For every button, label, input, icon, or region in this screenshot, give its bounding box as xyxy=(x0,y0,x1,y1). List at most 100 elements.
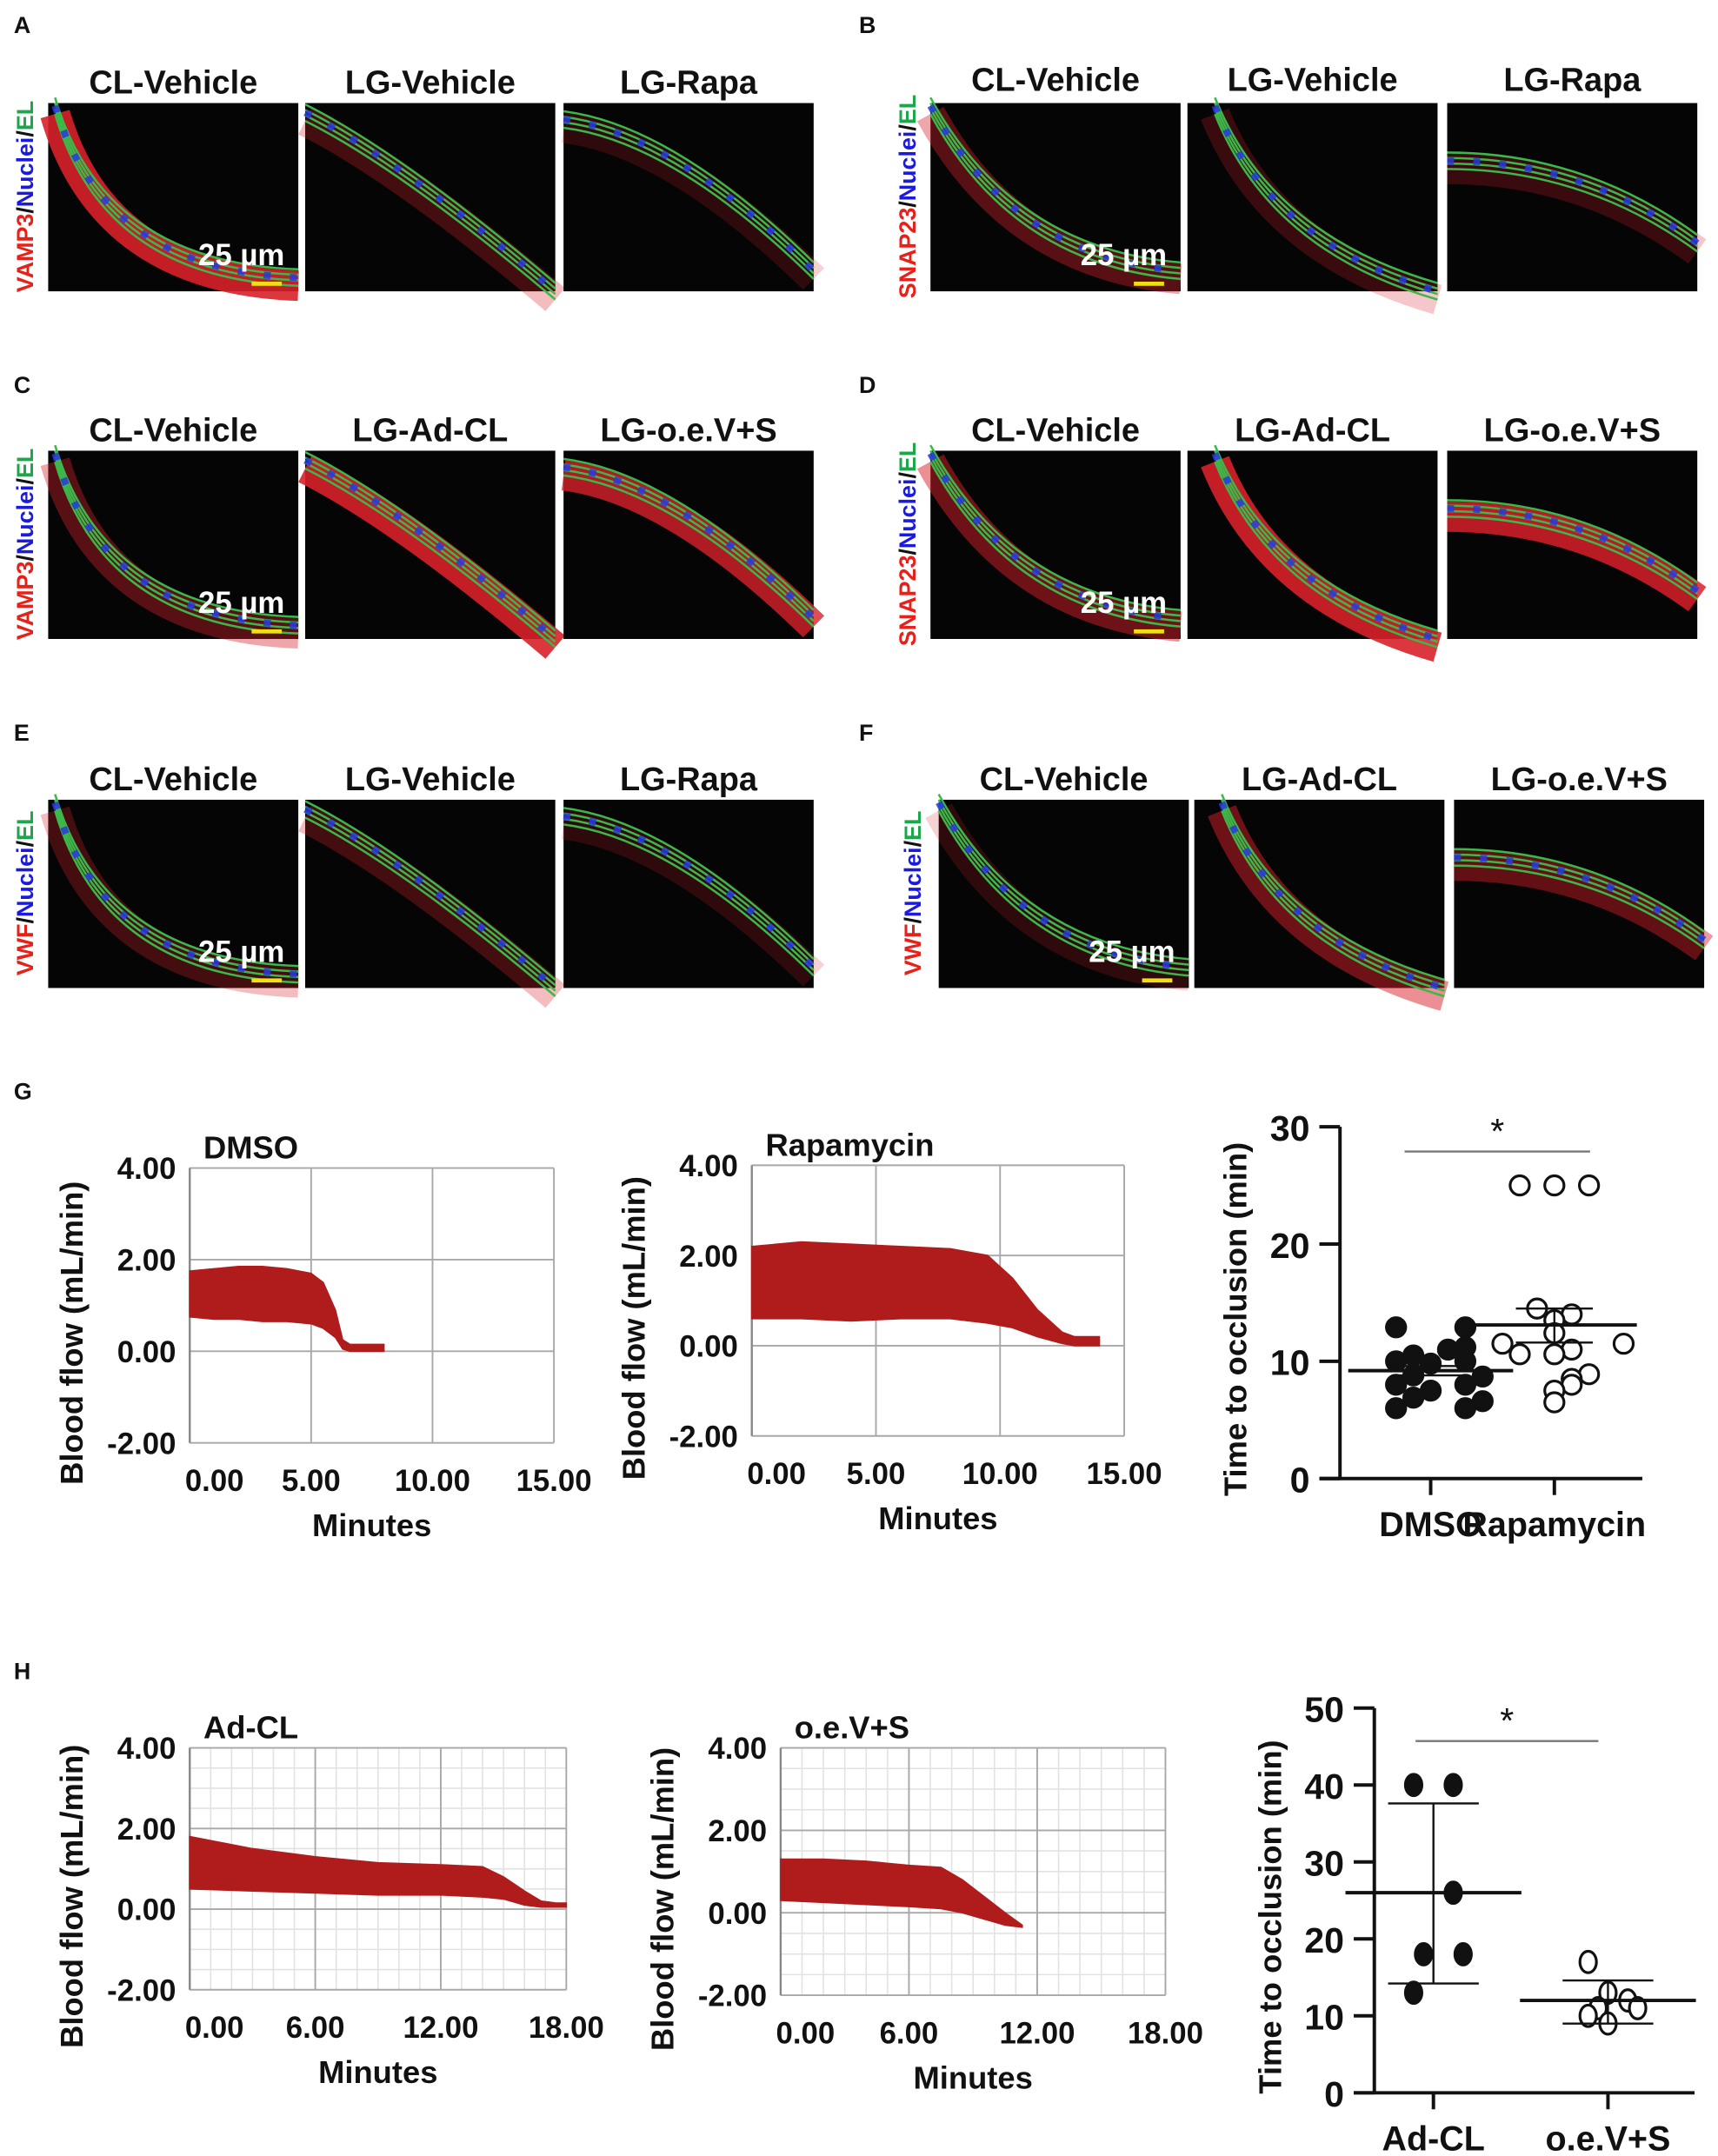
stain-label: VWF/Nuclei/EL xyxy=(12,811,38,976)
elastic-lamina xyxy=(1447,151,1698,236)
y-tick-label: 4.00 xyxy=(117,1153,176,1186)
data-point xyxy=(1443,1773,1463,1798)
y-axis-label: Blood flow (mL/min) xyxy=(616,1176,651,1480)
data-point xyxy=(1403,1773,1424,1798)
micrograph-image xyxy=(1454,799,1714,988)
x-tick-label: 5.00 xyxy=(282,1465,341,1498)
scale-bar-label: 25 µm xyxy=(1081,587,1167,620)
x-axis-label: Minutes xyxy=(878,1501,997,1536)
stain-vamp3: VAMP3 xyxy=(12,214,38,293)
chart-title: Rapamycin xyxy=(766,1127,935,1162)
stain-label: SNAP23/Nuclei/EL xyxy=(895,443,921,646)
y-tick-label: 0.00 xyxy=(679,1331,738,1364)
y-tick-label: -2.00 xyxy=(698,1980,767,2013)
elastic-lamina xyxy=(54,450,299,624)
nuclei xyxy=(936,801,1189,971)
data-point xyxy=(1543,1174,1566,1197)
stain-separator: / xyxy=(12,207,38,214)
stain-separator: / xyxy=(895,201,921,208)
elastic-lamina xyxy=(304,816,556,997)
elastic-lamina xyxy=(929,461,1181,629)
stain-nuclei: Nuclei xyxy=(12,847,38,917)
y-tick-label: 20 xyxy=(1304,1920,1344,1960)
micrograph-image xyxy=(1447,450,1707,639)
panel-label: A xyxy=(14,12,30,38)
y-axis-label: Blood flow (mL/min) xyxy=(54,1745,90,2048)
stain-label: SNAP23/Nuclei/EL xyxy=(895,95,921,298)
elastic-lamina xyxy=(937,793,1189,961)
stain-nuclei: Nuclei xyxy=(900,847,926,917)
micrograph-image: 25 µm xyxy=(916,444,1182,642)
elastic-lamina xyxy=(54,103,299,276)
chart-area-1: 4.00 2.00 0.00 -2.00 0.00 5.00 10.00 15.00 Rapam… xyxy=(616,1127,1162,1536)
elastic-lamina xyxy=(54,799,299,973)
chart-title: Ad-CL xyxy=(203,1709,298,1745)
column-header: LG-Rapa xyxy=(620,64,758,101)
nuclei xyxy=(927,103,1182,275)
x-tick-label: 6.00 xyxy=(880,2017,939,2050)
scale-bar-label: 25 µm xyxy=(198,587,284,620)
micrograph-image xyxy=(298,799,565,1008)
data-point xyxy=(1628,1996,1648,2020)
micrograph-image: 25 µm xyxy=(925,793,1190,991)
stain-vamp3: VAMP3 xyxy=(12,562,38,641)
y-tick-label: 2.00 xyxy=(708,1815,767,1848)
y-tick-label: 10 xyxy=(1270,1343,1310,1383)
y-tick-label: 40 xyxy=(1304,1767,1344,1807)
nuclei xyxy=(1454,854,1707,943)
x-tick-label: 15.00 xyxy=(1087,1458,1162,1491)
column-header: CL-Vehicle xyxy=(89,64,257,101)
scale-bar-label: 25 µm xyxy=(1089,935,1175,968)
stain-separator: / xyxy=(900,916,926,923)
nuclei xyxy=(563,812,816,970)
nuclei xyxy=(563,463,816,622)
column-header: LG-o.e.V+S xyxy=(1491,762,1668,798)
stain-separator: / xyxy=(12,130,38,137)
column-header: LG-Rapa xyxy=(1503,62,1641,98)
data-point xyxy=(1454,1350,1477,1373)
image-background xyxy=(1454,799,1705,988)
elastic-lamina xyxy=(304,103,556,284)
y-tick-label: 0.00 xyxy=(117,1336,176,1369)
column-header: CL-Vehicle xyxy=(980,762,1149,798)
elastic-lamina xyxy=(54,804,299,979)
data-point xyxy=(1403,1980,1424,2006)
elastic-lamina xyxy=(1221,799,1445,987)
column-header: LG-Vehicle xyxy=(345,64,516,101)
data-point xyxy=(1578,1949,1598,1974)
chart-title: DMSO xyxy=(203,1129,298,1165)
data-point xyxy=(1454,1374,1477,1396)
elastic-lamina xyxy=(1221,794,1445,982)
micrograph-image xyxy=(561,450,825,639)
stain-separator: / xyxy=(12,555,38,562)
elastic-lamina xyxy=(937,799,1189,966)
nuclei xyxy=(563,116,816,274)
chart-scatter-5: 0 10 20 30 40 50 Time to occlusion (min) Ad-CL o… xyxy=(1252,1690,1696,2156)
y-tick-label: -2.00 xyxy=(669,1421,738,1454)
elastic-lamina xyxy=(1214,444,1438,632)
column-header: LG-Vehicle xyxy=(345,762,516,798)
stain-snap23: SNAP23 xyxy=(895,556,921,647)
scale-bar-label: 25 µm xyxy=(198,935,284,968)
stain-nuclei: Nuclei xyxy=(12,137,38,208)
micrograph-image: 25 µm xyxy=(916,96,1182,295)
data-point xyxy=(1454,1316,1477,1339)
micrograph-image: 25 µm xyxy=(40,96,299,302)
elastic-lamina xyxy=(1214,108,1438,296)
stain-separator: / xyxy=(895,472,921,479)
elastic-lamina xyxy=(929,449,1181,617)
x-tick-label: 10.00 xyxy=(962,1458,1038,1491)
elastic-lamina xyxy=(54,461,299,635)
data-point xyxy=(1436,1338,1460,1361)
x-tick-label: 18.00 xyxy=(1128,2017,1203,2050)
elastic-lamina xyxy=(563,110,815,263)
stain-el: EL xyxy=(12,449,38,478)
x-tick-label: 5.00 xyxy=(847,1458,906,1491)
elastic-lamina xyxy=(54,108,299,282)
elastic-lamina xyxy=(54,113,299,288)
y-axis-label: Blood flow (mL/min) xyxy=(645,1747,681,2051)
x-tick-label: 0.00 xyxy=(776,2017,836,2050)
